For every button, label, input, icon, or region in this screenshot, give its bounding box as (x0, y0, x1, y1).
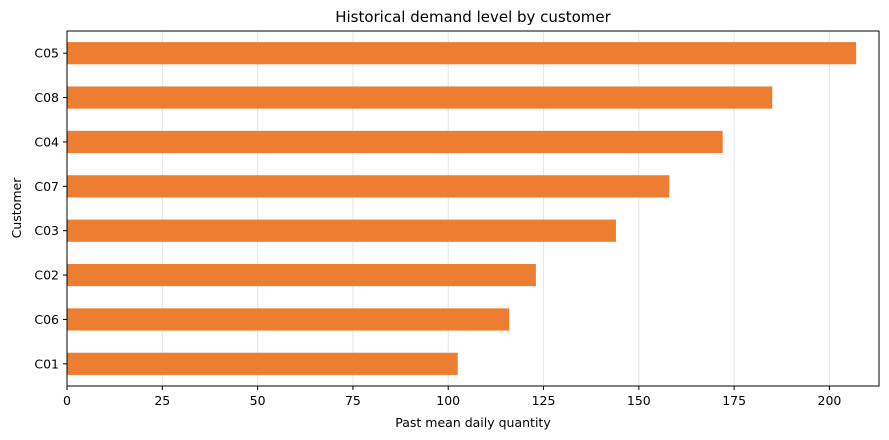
bars (67, 42, 857, 375)
bar-C08 (67, 86, 773, 109)
gridlines (66, 31, 830, 386)
x-tick-label: 50 (250, 393, 266, 408)
x-tick-label: 75 (345, 393, 361, 408)
bar-C07 (67, 175, 670, 198)
bar-C06 (67, 308, 510, 331)
y-tick-label: C08 (34, 90, 59, 105)
bar-C04 (67, 130, 723, 154)
x-tick-label: 150 (627, 393, 651, 408)
x-tick-label: 100 (436, 393, 460, 408)
y-tick-label: C01 (34, 356, 59, 371)
y-tick-label: C02 (34, 268, 59, 283)
plot-frame (66, 30, 880, 387)
y-tick-label: C07 (34, 179, 59, 194)
y-tick-label: C05 (34, 46, 59, 61)
x-axis-ticks: 0 25 50 75 100 125 150 175 200 (63, 386, 841, 408)
y-axis-label: Customer (9, 177, 24, 239)
bar-C01 (67, 352, 458, 375)
bar-C05 (67, 42, 857, 65)
y-tick-label: C03 (34, 223, 59, 238)
x-tick-label: 175 (722, 393, 746, 408)
y-axis-ticks: C05 C08 C04 C07 C03 C02 C06 C01 (34, 46, 67, 371)
y-tick-label: C04 (34, 134, 59, 149)
x-tick-label: 200 (818, 393, 842, 408)
x-tick-label: 125 (532, 393, 556, 408)
bar-C02 (67, 263, 536, 287)
chart-title: Historical demand level by customer (335, 8, 611, 26)
x-tick-label: 0 (63, 393, 71, 408)
x-tick-label: 25 (154, 393, 170, 408)
x-axis-label: Past mean daily quantity (395, 415, 551, 430)
y-tick-label: C06 (34, 312, 59, 327)
bar-C03 (67, 219, 616, 242)
